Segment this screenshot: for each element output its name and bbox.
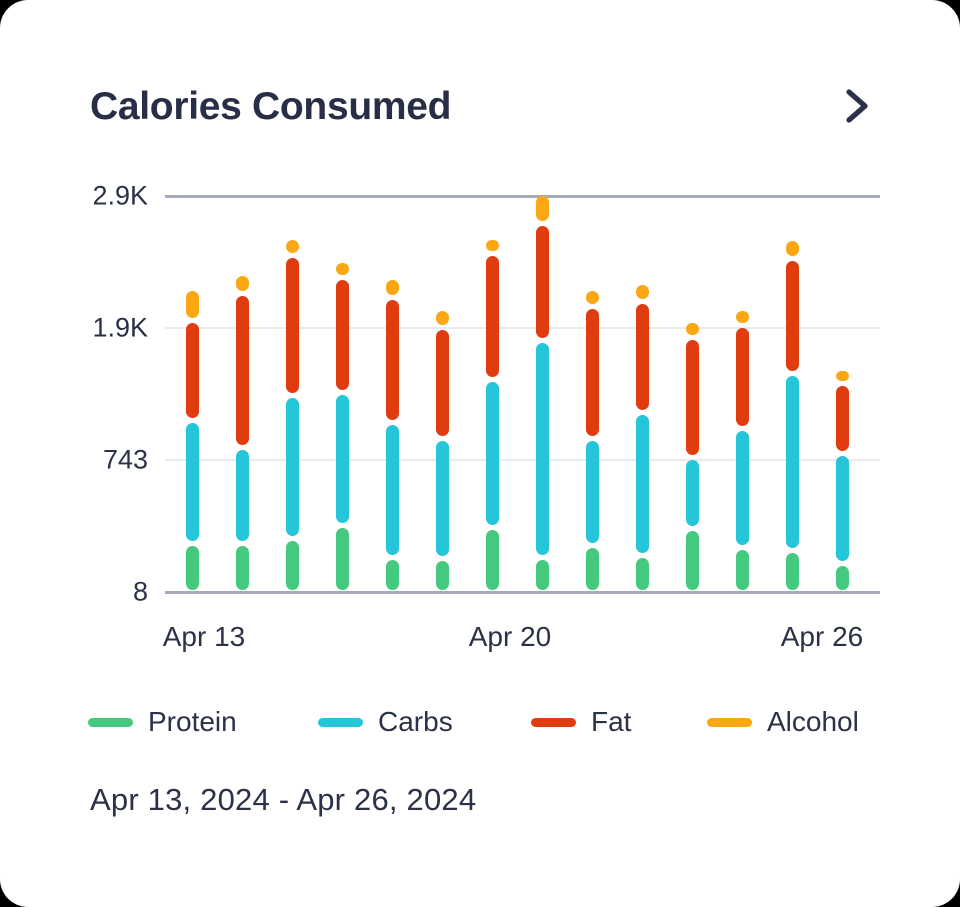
bar-segment-fat-apr-16[interactable] <box>335 279 349 390</box>
legend-label: Fat <box>591 706 632 737</box>
bar-segment-alcohol-apr-21[interactable] <box>585 291 599 304</box>
bar-segment-fat-apr-25[interactable] <box>785 260 799 372</box>
bar-segment-carbs-apr-25[interactable] <box>785 376 799 548</box>
bar-segment-protein-apr-16[interactable] <box>335 527 349 590</box>
bar-segment-fat-apr-24[interactable] <box>735 328 749 427</box>
x-tick-label: Apr 13 <box>162 621 246 652</box>
legend-item-carbs: Carbs <box>318 705 453 739</box>
bar-segment-carbs-apr-22[interactable] <box>635 414 649 553</box>
bar-segment-alcohol-apr-13[interactable] <box>185 290 199 318</box>
bar-segment-fat-apr-20[interactable] <box>535 225 549 338</box>
alcohol-swatch-icon <box>707 717 752 727</box>
bar-segment-protein-apr-17[interactable] <box>385 559 399 590</box>
bar-segment-alcohol-apr-18[interactable] <box>435 311 449 326</box>
bar-segment-carbs-apr-19[interactable] <box>485 382 499 525</box>
bar-segment-protein-apr-20[interactable] <box>535 559 549 590</box>
bar-segment-fat-apr-15[interactable] <box>285 257 299 393</box>
bar-segment-carbs-apr-17[interactable] <box>385 424 399 555</box>
bar-segment-protein-apr-13[interactable] <box>185 546 199 590</box>
bar-segment-protein-apr-23[interactable] <box>685 531 699 590</box>
x-tick-label: Apr 20 <box>468 621 552 652</box>
gridline <box>165 459 880 461</box>
bar-segment-alcohol-apr-24[interactable] <box>735 311 749 324</box>
bar-segment-fat-apr-14[interactable] <box>235 295 249 446</box>
protein-swatch-icon <box>88 717 133 727</box>
bar-segment-carbs-apr-13[interactable] <box>185 422 199 542</box>
bar-segment-alcohol-apr-22[interactable] <box>635 285 649 300</box>
bar-segment-fat-apr-18[interactable] <box>435 330 449 437</box>
legend-item-alcohol: Alcohol <box>707 705 859 739</box>
bar-segment-carbs-apr-21[interactable] <box>585 441 599 544</box>
bar-segment-protein-apr-15[interactable] <box>285 540 299 590</box>
bar-segment-protein-apr-25[interactable] <box>785 552 799 590</box>
bar-segment-fat-apr-26[interactable] <box>835 385 849 451</box>
bar-segment-alcohol-apr-25[interactable] <box>785 241 799 256</box>
bar-segment-protein-apr-14[interactable] <box>235 546 249 590</box>
bar-segment-alcohol-apr-19[interactable] <box>485 240 499 251</box>
bar-segment-alcohol-apr-17[interactable] <box>385 280 399 295</box>
y-tick-label: 743 <box>102 444 148 475</box>
bar-segment-protein-apr-18[interactable] <box>435 561 449 590</box>
card-title: Calories Consumed <box>90 85 452 128</box>
bar-segment-alcohol-apr-26[interactable] <box>835 370 849 381</box>
bar-segment-alcohol-apr-20[interactable] <box>535 195 549 221</box>
bar-segment-fat-apr-22[interactable] <box>635 304 649 410</box>
bar-segment-fat-apr-13[interactable] <box>185 322 199 418</box>
bar-segment-protein-apr-24[interactable] <box>735 550 749 590</box>
bar-segment-protein-apr-19[interactable] <box>485 529 499 590</box>
bar-segment-carbs-apr-26[interactable] <box>835 455 849 561</box>
legend-label: Carbs <box>378 706 453 737</box>
bar-segment-fat-apr-23[interactable] <box>685 340 699 455</box>
date-range-label: Apr 13, 2024 - Apr 26, 2024 <box>90 782 477 817</box>
legend-label: Protein <box>148 706 237 737</box>
y-tick-label: 8 <box>132 576 148 607</box>
bar-segment-protein-apr-26[interactable] <box>835 565 849 590</box>
gridline <box>165 195 880 198</box>
legend-item-protein: Protein <box>88 705 237 739</box>
bar-segment-alcohol-apr-16[interactable] <box>335 262 349 275</box>
bar-segment-protein-apr-22[interactable] <box>635 557 649 590</box>
bar-segment-carbs-apr-20[interactable] <box>535 342 549 555</box>
bar-segment-fat-apr-17[interactable] <box>385 299 399 420</box>
gridline <box>165 591 880 594</box>
x-tick-label: Apr 26 <box>780 621 864 652</box>
bar-segment-carbs-apr-15[interactable] <box>285 397 299 536</box>
y-tick-label: 2.9K <box>92 180 148 211</box>
y-tick-label: 1.9K <box>92 312 148 343</box>
bar-segment-fat-apr-21[interactable] <box>585 308 599 437</box>
legend-item-fat: Fat <box>531 705 631 739</box>
legend-label: Alcohol <box>767 706 859 737</box>
bar-segment-carbs-apr-24[interactable] <box>735 431 749 546</box>
gridline <box>165 327 880 329</box>
bar-segment-alcohol-apr-15[interactable] <box>285 240 299 253</box>
bar-segment-carbs-apr-16[interactable] <box>335 394 349 523</box>
bar-segment-carbs-apr-18[interactable] <box>435 441 449 557</box>
bar-segment-carbs-apr-23[interactable] <box>685 459 699 527</box>
bar-segment-alcohol-apr-23[interactable] <box>685 322 699 336</box>
fat-swatch-icon <box>531 717 576 727</box>
bar-segment-carbs-apr-14[interactable] <box>235 450 249 542</box>
bar-segment-protein-apr-21[interactable] <box>585 548 599 590</box>
bar-segment-fat-apr-19[interactable] <box>485 255 499 378</box>
chevron-right-icon[interactable] <box>838 84 876 128</box>
bar-segment-alcohol-apr-14[interactable] <box>235 276 249 291</box>
carbs-swatch-icon <box>318 717 363 727</box>
